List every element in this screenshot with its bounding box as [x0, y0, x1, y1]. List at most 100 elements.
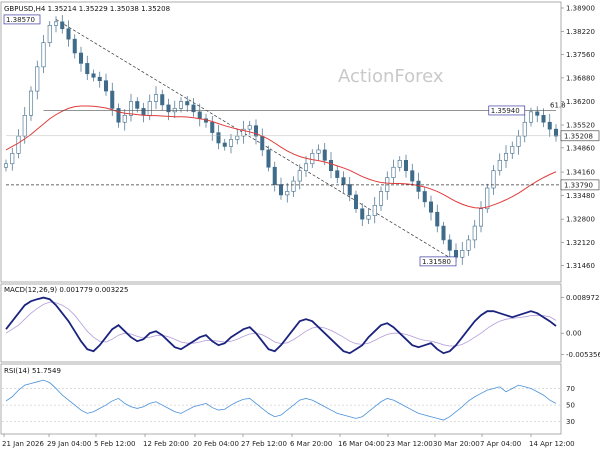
rsi-tick-label: 30	[566, 418, 575, 426]
candle-body	[466, 239, 471, 251]
candle-body	[60, 21, 65, 30]
candle-body	[541, 115, 546, 123]
candle-body	[553, 128, 559, 137]
candle-body	[285, 191, 290, 196]
time-tick-label: 23 Mar 12:00	[386, 440, 433, 448]
candle-body	[341, 177, 346, 185]
price-tick-label: 1.38900	[566, 5, 595, 13]
candle-body	[210, 121, 215, 133]
macd-title: MACD(12,26,9) 0.001779 0.003225	[4, 286, 128, 294]
current-price-text: 1.35208	[564, 132, 593, 140]
macd-signal-line	[5, 301, 557, 347]
candle-body	[253, 125, 259, 137]
trendline	[55, 19, 457, 262]
candle-body	[447, 239, 452, 251]
time-axis: 21 Jan 2026 29 Jan 04:00 5 Feb 12:00 12 Feb…	[2, 434, 575, 448]
candle-body	[291, 180, 296, 192]
candle-body	[547, 121, 552, 130]
price-panel-frame	[0, 1, 562, 283]
price-tick-label: 1.32120	[566, 239, 595, 247]
candle-body	[241, 128, 246, 137]
macd-panel-frame	[0, 283, 562, 363]
candle-body	[453, 250, 459, 258]
candle-body	[22, 115, 27, 137]
price-label-text: 1.38570	[6, 16, 35, 24]
candle-body	[3, 163, 9, 168]
candle-body	[485, 187, 490, 210]
candle-body	[116, 108, 121, 123]
candle-body	[135, 101, 140, 109]
rsi-tick-label: 50	[566, 402, 575, 410]
time-tick-label: 29 Jan 04:00	[47, 440, 91, 448]
candle-body	[85, 63, 90, 75]
candle-body	[391, 166, 396, 178]
candle-body	[503, 153, 509, 161]
macd-tick-label: 0.008972	[566, 294, 599, 302]
price-tick-label: 1.37560	[566, 51, 595, 59]
candle-body	[535, 111, 540, 116]
price-label-box	[488, 105, 526, 116]
price-label-text: 1.35940	[491, 107, 520, 115]
candle-body	[372, 205, 377, 216]
price-label-box	[419, 256, 457, 267]
time-tick-label: 6 Mar 20:00	[290, 440, 332, 448]
candle-body	[335, 170, 340, 178]
candle-body	[110, 90, 115, 109]
time-tick-label: 7 Apr 04:00	[480, 440, 521, 448]
time-tick-label: 12 Feb 20:00	[143, 440, 189, 448]
downtrend-line	[55, 19, 457, 262]
candle-body	[478, 208, 484, 227]
time-tick-label: 14 Apr 12:00	[529, 440, 575, 448]
price-label-box	[3, 14, 41, 25]
price-tick-label: 1.35520	[566, 122, 595, 130]
candle-body	[422, 191, 427, 203]
candle-body	[185, 101, 190, 106]
price-tick-label: 1.36880	[566, 74, 595, 82]
candle-body	[472, 225, 477, 241]
candles	[3, 14, 559, 265]
support-price-box	[560, 179, 600, 191]
chart-header: GBPUSD,H4 1.35214 1.35229 1.35038 1.3520…	[4, 5, 170, 13]
watermark: ActionForex	[338, 66, 444, 87]
price-tick-label: 1.34860	[566, 144, 595, 152]
candle-body	[260, 135, 265, 151]
candle-body	[78, 52, 84, 64]
candle-body	[66, 28, 71, 40]
candle-body	[528, 111, 534, 123]
candle-body	[366, 215, 371, 220]
candle-body	[153, 94, 159, 102]
moving-average-line	[5, 105, 557, 209]
candle-body	[35, 66, 40, 92]
time-tick-label: 21 Jan 2026	[2, 440, 45, 448]
candle-body	[516, 135, 521, 147]
candle-body	[103, 80, 109, 92]
candle-body	[216, 132, 221, 144]
candle-body	[141, 108, 146, 116]
candle-body	[347, 184, 352, 196]
candle-body	[403, 160, 409, 171]
candle-body	[410, 170, 415, 182]
candle-body	[191, 104, 196, 113]
candle-body	[10, 153, 15, 165]
price-tick-label: 1.36200	[566, 98, 595, 106]
candle-body	[147, 101, 152, 116]
candle-body	[272, 166, 277, 185]
candle-body	[510, 146, 515, 154]
candle-body	[278, 184, 284, 196]
candle-body	[435, 211, 440, 227]
price-tick-label: 1.38220	[566, 28, 595, 36]
candle-body	[228, 139, 234, 147]
candle-body	[28, 90, 34, 116]
candle-body	[428, 201, 434, 213]
candle-body	[353, 194, 359, 210]
time-tick-label: 30 Mar 20:00	[433, 440, 480, 448]
fib-level-label: 61.8	[550, 101, 566, 109]
macd-panel: 0.008972 0.00 -0.005356	[5, 294, 600, 359]
price-tick-label: 1.31460	[566, 262, 595, 270]
candle-body	[47, 25, 52, 43]
candle-body	[497, 160, 502, 171]
candle-body	[53, 21, 59, 26]
candle-body	[316, 149, 321, 154]
candle-body	[247, 125, 252, 130]
